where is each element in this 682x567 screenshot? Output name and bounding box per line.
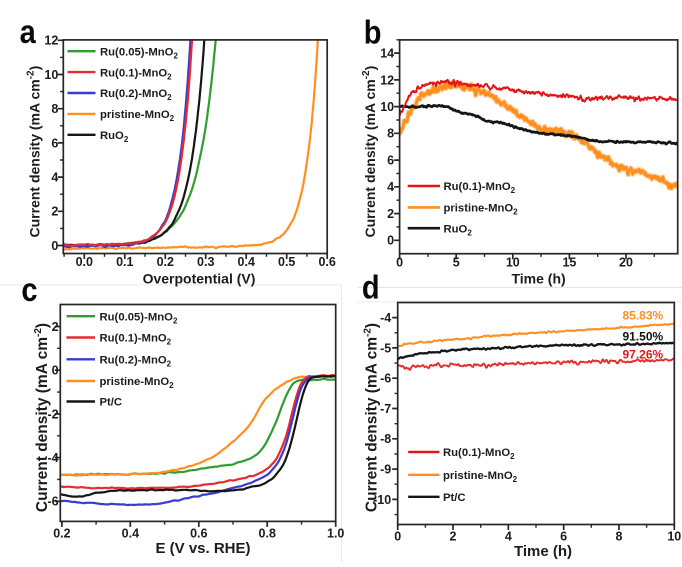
- svg-text:5: 5: [453, 255, 460, 269]
- svg-text:-7: -7: [380, 402, 391, 416]
- svg-text:4: 4: [505, 530, 512, 544]
- svg-text:Current density (mA cm-2): Current density (mA cm-2): [362, 323, 380, 512]
- svg-text:Ru(0.1)-MnO2: Ru(0.1)-MnO2: [100, 333, 172, 347]
- svg-text:Pt/C: Pt/C: [443, 492, 466, 504]
- svg-text:8: 8: [51, 102, 58, 116]
- svg-text:97.26%: 97.26%: [622, 347, 663, 361]
- svg-text:Ru(0.2)-MnO2: Ru(0.2)-MnO2: [100, 355, 172, 369]
- svg-text:-8: -8: [380, 432, 391, 446]
- svg-text:pristine-MnO2: pristine-MnO2: [100, 376, 175, 390]
- svg-text:2: 2: [387, 207, 394, 221]
- svg-text:2: 2: [51, 205, 58, 219]
- svg-text:2: 2: [52, 320, 59, 334]
- svg-text:c: c: [21, 271, 37, 308]
- svg-text:Ru(0.1)-MnO2: Ru(0.1)-MnO2: [100, 67, 172, 81]
- svg-text:12: 12: [44, 34, 58, 48]
- svg-text:pristine-MnO2: pristine-MnO2: [443, 470, 518, 484]
- svg-text:Pt/C: Pt/C: [100, 397, 123, 409]
- svg-text:0: 0: [52, 364, 59, 378]
- svg-text:0.8: 0.8: [259, 527, 276, 541]
- svg-text:0.0: 0.0: [76, 255, 93, 269]
- svg-text:2: 2: [450, 530, 457, 544]
- svg-text:14: 14: [380, 47, 394, 61]
- svg-text:0.4: 0.4: [122, 527, 139, 541]
- svg-text:1.0: 1.0: [327, 527, 344, 541]
- svg-text:0.2: 0.2: [157, 255, 174, 269]
- svg-text:0: 0: [51, 239, 58, 253]
- svg-text:10: 10: [667, 530, 681, 544]
- svg-text:-5: -5: [380, 341, 391, 355]
- svg-text:15: 15: [562, 255, 576, 269]
- svg-text:pristine-MnO2: pristine-MnO2: [444, 203, 519, 217]
- svg-text:6: 6: [387, 153, 394, 167]
- svg-text:6: 6: [51, 136, 58, 150]
- svg-text:Current density (mA cm-2): Current density (mA cm-2): [26, 66, 43, 238]
- svg-text:0.5: 0.5: [278, 255, 295, 269]
- svg-text:RuO2: RuO2: [444, 223, 473, 237]
- svg-text:0.6: 0.6: [318, 255, 335, 269]
- svg-text:0.6: 0.6: [190, 527, 207, 541]
- svg-text:10: 10: [380, 100, 394, 114]
- svg-text:0.4: 0.4: [238, 255, 255, 269]
- svg-text:Current density (mA cm-2): Current density (mA cm-2): [361, 66, 378, 238]
- svg-text:RuO2: RuO2: [100, 130, 129, 144]
- svg-text:-2: -2: [47, 407, 58, 421]
- svg-text:4: 4: [51, 171, 58, 185]
- svg-text:6: 6: [560, 530, 567, 544]
- svg-text:-10: -10: [373, 493, 391, 507]
- svg-text:0.2: 0.2: [53, 527, 70, 541]
- svg-text:Time (h): Time (h): [511, 271, 565, 287]
- svg-text:0.1: 0.1: [116, 255, 133, 269]
- svg-text:Ru(0.05)-MnO2: Ru(0.05)-MnO2: [100, 46, 178, 60]
- svg-text:a: a: [20, 13, 37, 50]
- svg-text:20: 20: [619, 255, 633, 269]
- svg-text:10: 10: [44, 68, 58, 82]
- svg-text:d: d: [362, 269, 380, 306]
- svg-text:0.3: 0.3: [197, 255, 214, 269]
- svg-text:-4: -4: [380, 311, 391, 325]
- svg-text:85.83%: 85.83%: [622, 309, 663, 323]
- svg-text:0: 0: [394, 530, 401, 544]
- svg-text:4: 4: [387, 180, 394, 194]
- svg-text:Current density (mA cm-2): Current density (mA cm-2): [33, 323, 51, 512]
- svg-text:12: 12: [380, 73, 394, 87]
- svg-text:Ru(0.1)-MnO2: Ru(0.1)-MnO2: [443, 447, 515, 461]
- svg-text:91.50%: 91.50%: [622, 329, 663, 343]
- svg-text:0: 0: [396, 255, 403, 269]
- svg-text:Ru(0.2)-MnO2: Ru(0.2)-MnO2: [100, 88, 172, 102]
- svg-text:-6: -6: [47, 495, 58, 509]
- svg-text:-6: -6: [380, 372, 391, 386]
- svg-text:8: 8: [387, 127, 394, 141]
- svg-text:Ru(0.1)-MnO2: Ru(0.1)-MnO2: [444, 181, 516, 195]
- svg-text:10: 10: [506, 255, 520, 269]
- svg-text:Time (h): Time (h): [514, 543, 572, 560]
- svg-text:-4: -4: [47, 451, 58, 465]
- svg-text:pristine-MnO2: pristine-MnO2: [100, 109, 175, 123]
- svg-text:E (V vs. RHE): E (V vs. RHE): [155, 540, 250, 557]
- svg-text:b: b: [364, 14, 382, 51]
- svg-text:Overpotential (V): Overpotential (V): [143, 271, 256, 287]
- svg-text:-9: -9: [380, 463, 391, 477]
- svg-text:0: 0: [387, 234, 394, 248]
- svg-text:Ru(0.05)-MnO2: Ru(0.05)-MnO2: [100, 311, 178, 325]
- svg-text:8: 8: [616, 530, 623, 544]
